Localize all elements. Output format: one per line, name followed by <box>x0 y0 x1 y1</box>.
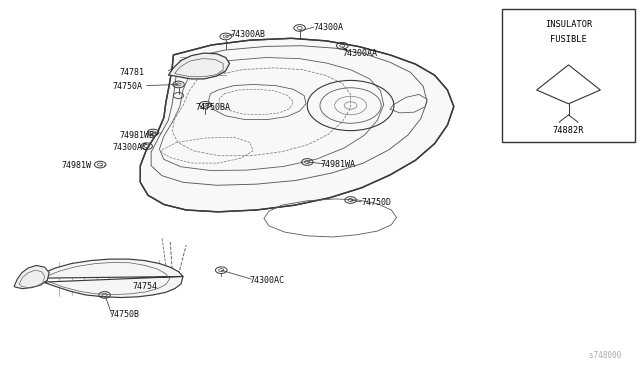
Polygon shape <box>168 53 230 79</box>
Text: 74981WB: 74981WB <box>119 131 154 140</box>
Text: 74750BA: 74750BA <box>196 103 231 112</box>
Polygon shape <box>140 38 454 212</box>
Text: 74300AC: 74300AC <box>250 276 285 285</box>
Text: 74754: 74754 <box>132 282 157 291</box>
Text: 74300AC: 74300AC <box>113 143 148 152</box>
Text: 74750D: 74750D <box>362 198 392 207</box>
Text: 74750B: 74750B <box>109 310 140 319</box>
Text: 74981WA: 74981WA <box>320 160 355 169</box>
Text: 74300A: 74300A <box>314 23 344 32</box>
Text: 74750A: 74750A <box>113 82 143 91</box>
Text: 74300AA: 74300AA <box>342 49 378 58</box>
Text: 74300AB: 74300AB <box>231 30 266 39</box>
Polygon shape <box>14 265 49 289</box>
Text: 74981W: 74981W <box>62 161 92 170</box>
Text: 74882R: 74882R <box>553 126 584 135</box>
Text: 74781: 74781 <box>119 68 144 77</box>
Text: s748000: s748000 <box>589 351 626 360</box>
Text: INSULATOR: INSULATOR <box>545 20 592 29</box>
FancyBboxPatch shape <box>502 9 636 142</box>
Text: FUSIBLE: FUSIBLE <box>550 35 587 44</box>
Polygon shape <box>27 259 183 298</box>
